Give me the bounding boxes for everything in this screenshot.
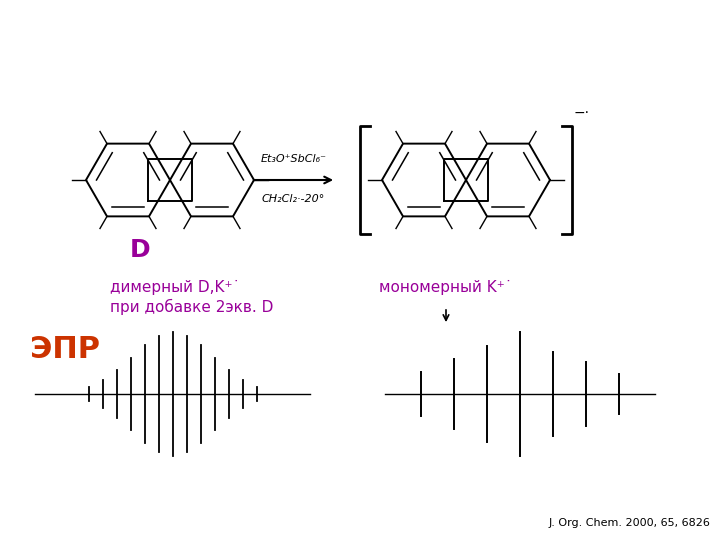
Text: D: D [130, 238, 150, 262]
Text: димерный D,K⁺˙: димерный D,K⁺˙ [110, 280, 240, 294]
Text: мономерный K⁺˙: мономерный K⁺˙ [379, 280, 513, 294]
Text: CH₂Cl₂·-20°: CH₂Cl₂·-20° [262, 194, 325, 204]
Text: при добавке 2экв. D: при добавке 2экв. D [110, 299, 274, 315]
Text: J. Org. Chem. 2000, 65, 6826: J. Org. Chem. 2000, 65, 6826 [548, 518, 710, 528]
Text: Et₃O⁺SbCl₆⁻: Et₃O⁺SbCl₆⁻ [261, 154, 326, 164]
Text: ЭПР: ЭПР [30, 334, 100, 363]
Text: −·: −· [574, 107, 590, 121]
